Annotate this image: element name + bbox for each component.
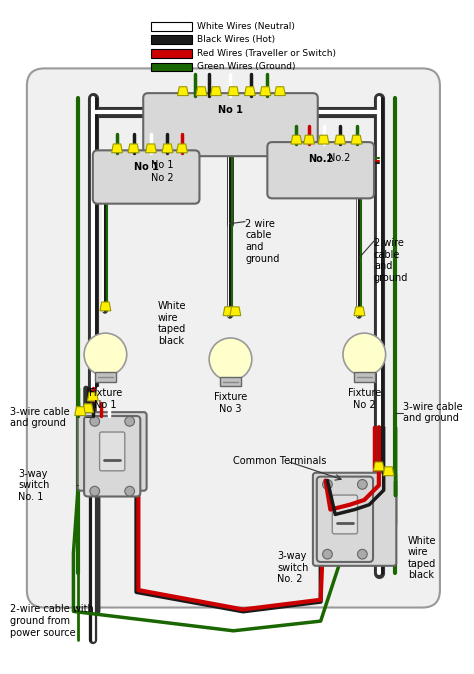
Polygon shape — [260, 87, 271, 96]
Polygon shape — [128, 144, 139, 153]
Text: Fixture
No 2: Fixture No 2 — [347, 388, 381, 410]
Text: Black Wires (Hot): Black Wires (Hot) — [197, 35, 275, 44]
FancyBboxPatch shape — [332, 495, 357, 534]
Circle shape — [209, 338, 252, 381]
FancyBboxPatch shape — [84, 416, 140, 497]
Circle shape — [125, 487, 135, 496]
Polygon shape — [383, 467, 394, 476]
Polygon shape — [178, 87, 188, 96]
Polygon shape — [82, 404, 93, 412]
FancyBboxPatch shape — [317, 477, 373, 562]
Bar — [220, 377, 241, 386]
Text: No.2: No.2 — [308, 154, 333, 164]
FancyBboxPatch shape — [267, 142, 374, 198]
Circle shape — [343, 333, 386, 376]
Text: White
wire
taped
black: White wire taped black — [408, 536, 437, 580]
Polygon shape — [304, 135, 314, 144]
Polygon shape — [146, 144, 156, 153]
FancyBboxPatch shape — [151, 49, 191, 58]
Text: Fixture
No 3: Fixture No 3 — [214, 392, 247, 414]
FancyBboxPatch shape — [313, 472, 396, 566]
Text: White
wire
taped
black: White wire taped black — [158, 301, 186, 346]
Circle shape — [84, 333, 127, 376]
Circle shape — [90, 487, 100, 496]
Text: 3-way
switch
No. 1: 3-way switch No. 1 — [18, 468, 49, 502]
Text: No 1: No 1 — [151, 160, 173, 171]
Text: Red Wires (Traveller or Switch): Red Wires (Traveller or Switch) — [197, 49, 336, 58]
Polygon shape — [354, 307, 365, 315]
Text: White Wires (Neutral): White Wires (Neutral) — [197, 22, 294, 31]
Polygon shape — [318, 135, 329, 144]
Polygon shape — [100, 302, 111, 311]
FancyBboxPatch shape — [93, 150, 200, 204]
Polygon shape — [335, 135, 346, 144]
Bar — [95, 372, 116, 381]
Circle shape — [357, 479, 367, 489]
Text: Fixture
No 1: Fixture No 1 — [89, 388, 122, 410]
Polygon shape — [274, 87, 285, 96]
FancyBboxPatch shape — [78, 412, 146, 491]
Polygon shape — [351, 135, 362, 144]
FancyBboxPatch shape — [143, 93, 318, 156]
Text: 2 wire
cable
and
ground: 2 wire cable and ground — [374, 238, 409, 283]
Polygon shape — [75, 406, 86, 416]
FancyBboxPatch shape — [27, 69, 440, 607]
Polygon shape — [291, 135, 302, 144]
Text: Green Wires (Ground): Green Wires (Ground) — [197, 63, 295, 71]
Text: Common Terminals: Common Terminals — [233, 456, 327, 466]
Text: 2 wire
cable
and
ground: 2 wire cable and ground — [245, 218, 279, 264]
Circle shape — [323, 549, 332, 559]
Circle shape — [90, 417, 100, 426]
Text: No 1: No 1 — [218, 104, 243, 115]
Circle shape — [323, 479, 332, 489]
FancyBboxPatch shape — [100, 432, 125, 471]
FancyBboxPatch shape — [151, 63, 191, 71]
Polygon shape — [223, 307, 234, 315]
Text: No.2: No.2 — [328, 152, 351, 162]
Circle shape — [125, 417, 135, 426]
Text: No 1: No 1 — [134, 162, 159, 172]
Text: No 2: No 2 — [151, 173, 173, 183]
Polygon shape — [177, 144, 187, 153]
Polygon shape — [196, 87, 207, 96]
FancyBboxPatch shape — [151, 22, 191, 30]
Text: 3-wire cable
and ground: 3-wire cable and ground — [10, 406, 70, 428]
Polygon shape — [87, 392, 98, 401]
Polygon shape — [210, 87, 221, 96]
Polygon shape — [162, 144, 173, 153]
Polygon shape — [228, 87, 239, 96]
Text: 3-wire cable
and ground: 3-wire cable and ground — [403, 402, 463, 423]
Polygon shape — [374, 462, 384, 471]
Text: 3-way
switch
No. 2: 3-way switch No. 2 — [277, 551, 309, 584]
Polygon shape — [245, 87, 255, 96]
Bar — [354, 372, 375, 381]
FancyBboxPatch shape — [151, 36, 191, 44]
Polygon shape — [230, 307, 241, 315]
Polygon shape — [111, 144, 122, 153]
Circle shape — [357, 549, 367, 559]
Text: 2-wire cable with
ground from
power source: 2-wire cable with ground from power sour… — [10, 605, 94, 638]
